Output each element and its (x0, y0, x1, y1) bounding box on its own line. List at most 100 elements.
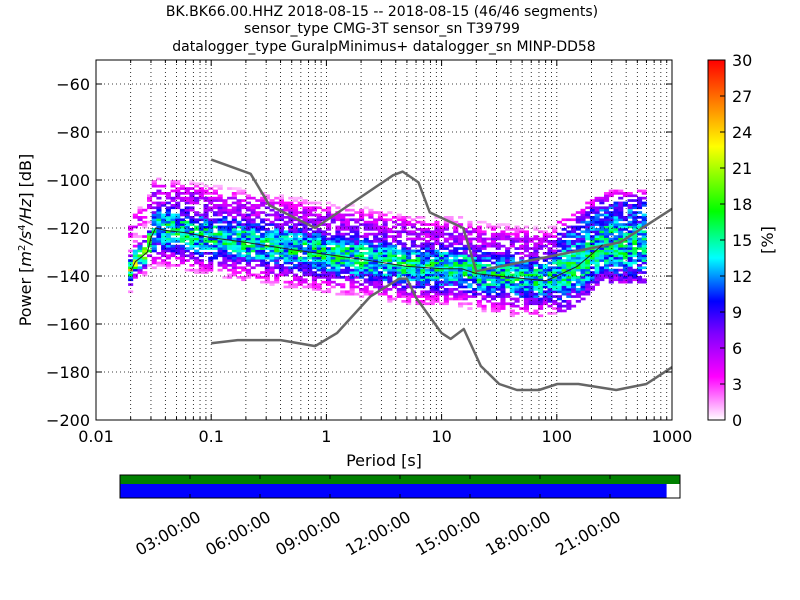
heatmap-cell (556, 280, 562, 284)
heatmap-cell (330, 264, 336, 267)
heatmap-cell (439, 285, 445, 289)
heatmap-cell (212, 189, 218, 193)
heatmap-cell (406, 261, 412, 265)
heatmap-cell (406, 252, 412, 255)
heatmap-cell (373, 240, 379, 243)
heatmap-cell (344, 240, 350, 243)
heatmap-cell (340, 218, 346, 222)
heatmap-cell (561, 264, 567, 267)
heatmap-cell (523, 295, 529, 298)
heatmap-cell (467, 259, 473, 262)
chart-title: BK.BK66.00.HHZ 2018-08-15 -- 2018-08-15 … (166, 4, 598, 55)
heatmap-cell (542, 292, 548, 296)
heatmap-cell (255, 204, 261, 207)
heatmap-cell (151, 218, 157, 222)
heatmap-cell (453, 225, 459, 229)
heatmap-cell (363, 247, 369, 250)
heatmap-cell (227, 244, 233, 248)
heatmap-cell (420, 295, 426, 298)
heatmap-cell (241, 225, 247, 229)
heatmap-cell (585, 276, 591, 279)
heatmap-cell (179, 211, 185, 214)
heatmap-cell (589, 223, 595, 226)
heatmap-cell (547, 249, 553, 253)
heatmap-cell (523, 276, 529, 279)
heatmap-cell (538, 278, 544, 282)
heatmap-cell (222, 206, 228, 210)
heatmap-cell (538, 276, 544, 279)
time-tick-label: 21:00:00 (552, 507, 624, 559)
heatmap-cell (147, 220, 153, 224)
heatmap-cell (538, 247, 544, 250)
heatmap-cell (410, 240, 416, 243)
heatmap-cell (547, 261, 553, 265)
heatmap-cell (349, 261, 355, 265)
heatmap-cell (552, 242, 558, 246)
heatmap-cell (236, 199, 242, 202)
heatmap-cell (245, 194, 251, 198)
heatmap-cell (382, 273, 388, 277)
heatmap-cell (217, 218, 223, 222)
heatmap-cell (575, 288, 581, 291)
heatmap-cell (387, 280, 393, 284)
heatmap-cell (217, 228, 223, 231)
heatmap-cell (222, 244, 228, 248)
heatmap-cell (368, 283, 374, 286)
heatmap-cell (443, 288, 449, 291)
heatmap-cell (212, 192, 218, 195)
heatmap-cell (217, 199, 223, 202)
heatmap-cell (387, 252, 393, 255)
heatmap-cell (561, 266, 567, 270)
heatmap-cell (212, 235, 218, 238)
heatmap-cell (222, 204, 228, 207)
heatmap-cell (396, 240, 402, 243)
heatmap-cell (161, 228, 167, 231)
heatmap-cell (472, 292, 478, 296)
heatmap-cell (274, 232, 280, 236)
heatmap-cell (335, 244, 341, 248)
heatmap-cell (311, 232, 317, 236)
heatmap-cell (585, 216, 591, 219)
heatmap-cell (476, 264, 482, 267)
heatmap-cell (297, 256, 303, 260)
heatmap-cell (618, 252, 624, 255)
heatmap-cell (231, 266, 237, 270)
heatmap-cell (147, 204, 153, 207)
heatmap-cell (627, 242, 633, 246)
heatmap-cell (288, 280, 294, 284)
heatmap-cell (245, 261, 251, 265)
heatmap-cell (533, 300, 539, 303)
heatmap-cell (556, 220, 562, 224)
heatmap-cell (387, 218, 393, 222)
heatmap-cell (556, 276, 562, 279)
heatmap-cell (377, 285, 383, 289)
heatmap-cell (293, 266, 299, 270)
heatmap-cell (632, 237, 638, 241)
heatmap-cell (608, 259, 614, 262)
heatmap-cell (439, 273, 445, 277)
heatmap-cell (585, 242, 591, 246)
heatmap-cell (533, 288, 539, 291)
heatmap-cell (406, 276, 412, 279)
heatmap-cell (618, 208, 624, 212)
heatmap-cell (490, 240, 496, 243)
heatmap-cell (585, 271, 591, 274)
heatmap-cell (486, 300, 492, 303)
heatmap-cell (495, 292, 501, 296)
heatmap-cell (293, 240, 299, 243)
heatmap-cell (462, 273, 468, 277)
heatmap-cell (472, 252, 478, 255)
heatmap-cell (425, 264, 431, 267)
heatmap-cell (368, 208, 374, 212)
heatmap-cell (156, 237, 162, 241)
heatmap-cell (566, 271, 572, 274)
heatmap-cell (326, 208, 332, 212)
heatmap-cell (311, 240, 317, 243)
heatmap-cell (387, 297, 393, 301)
heatmap-cell (321, 271, 327, 274)
heatmap-cell (561, 288, 567, 291)
heatmap-cell (613, 271, 619, 274)
heatmap-cell (179, 213, 185, 217)
heatmap-cell (382, 268, 388, 272)
heatmap-cell (307, 211, 313, 214)
